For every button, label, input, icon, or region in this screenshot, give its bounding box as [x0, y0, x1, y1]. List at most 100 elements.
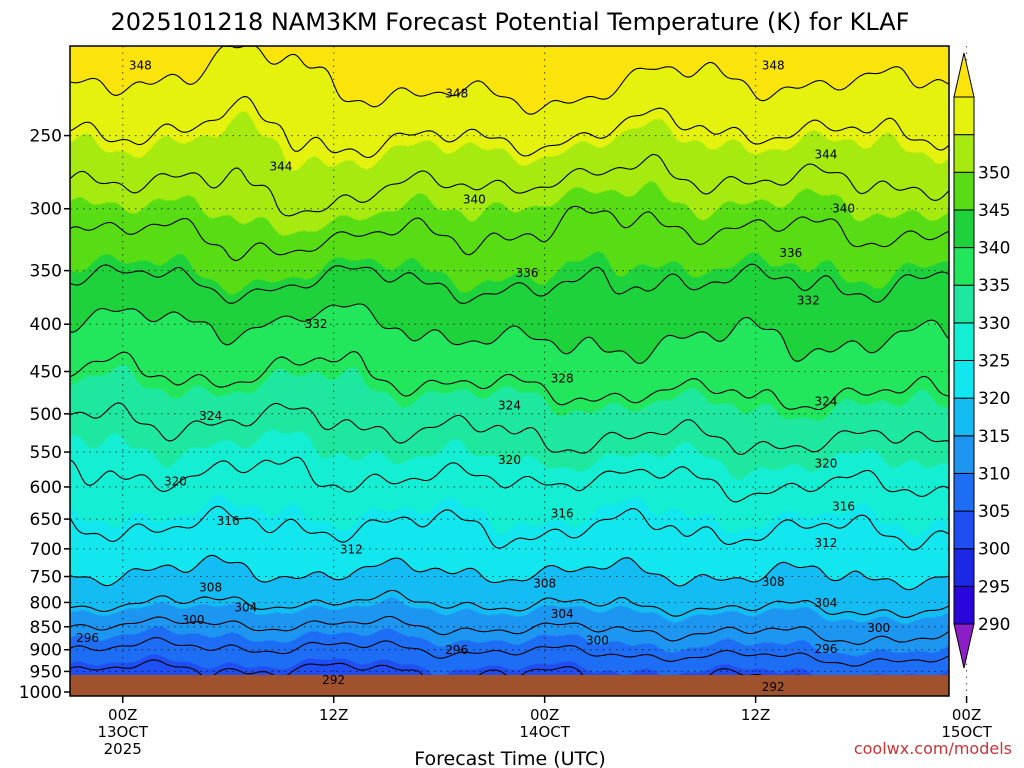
contour-label: 336 — [779, 246, 802, 260]
colorbar-label: 345 — [978, 201, 1010, 221]
x-tick-label: 00Z — [530, 706, 559, 724]
colorbar-label: 350 — [978, 163, 1010, 183]
x-tick-label: 12Z — [319, 706, 348, 724]
colorbar-swatch — [953, 623, 975, 669]
contour-label: 316 — [832, 500, 855, 514]
contour-label: 296 — [814, 642, 837, 656]
x-tick-label: 2025 — [104, 740, 142, 758]
contour-label: 320 — [498, 453, 521, 467]
contour-label: 316 — [551, 506, 574, 520]
contour-label: 344 — [270, 159, 293, 173]
contour-label: 336 — [516, 266, 539, 280]
colorbar-swatch — [953, 472, 975, 512]
colorbar-swatch — [953, 171, 975, 211]
credit-text: coolwx.com/models — [854, 739, 1012, 758]
x-tick-label: 00Z — [108, 706, 137, 724]
contour-label: 304 — [551, 607, 574, 621]
colorbar-swatch — [953, 322, 975, 362]
y-tick-label: 700 — [30, 540, 62, 560]
contour-label: 300 — [586, 634, 609, 648]
contour-label: 324 — [498, 399, 521, 413]
colorbar-label: 305 — [978, 502, 1010, 522]
y-tick-label: 450 — [30, 362, 62, 382]
contour-label: 300 — [182, 613, 205, 627]
contour-label: 348 — [129, 59, 152, 73]
colorbar-swatch — [953, 96, 975, 136]
contour-label: 304 — [814, 596, 837, 610]
contour-label: 348 — [762, 59, 785, 73]
y-tick-label: 600 — [30, 478, 62, 498]
contour-label: 324 — [814, 395, 837, 409]
y-tick-label: 350 — [30, 262, 62, 282]
y-tick-label: 850 — [30, 618, 62, 638]
contour-label: 344 — [814, 147, 837, 161]
y-tick-label: 250 — [30, 127, 62, 147]
y-tick-label: 550 — [30, 443, 62, 463]
contour-label: 332 — [305, 317, 328, 331]
colorbar-swatch — [953, 510, 975, 550]
contour-label: 328 — [551, 372, 574, 386]
contour-label: 312 — [340, 542, 363, 556]
colorbar-swatch — [953, 397, 975, 437]
y-tick-label: 900 — [30, 641, 62, 661]
colorbar-label: 295 — [978, 577, 1010, 597]
contour-label: 324 — [199, 409, 222, 423]
y-tick-label: 950 — [30, 662, 62, 682]
contour-labels: 348 348 348 344 344 340 340 336 336 332 332 328 324 3… — [76, 59, 890, 694]
x-tick-label: 13OCT — [97, 723, 148, 741]
x-axis-label: Forecast Time (UTC) — [414, 748, 605, 768]
chart-title: 2025101218 NAM3KM Forecast Potential Tem… — [111, 8, 910, 36]
colorbar-swatch — [953, 360, 975, 399]
y-tick-label: 400 — [30, 315, 62, 335]
y-tick-label: 750 — [30, 568, 62, 588]
colorbar-label: 320 — [978, 389, 1010, 409]
y-tick-label: 650 — [30, 510, 62, 530]
contour-label: 320 — [164, 475, 187, 489]
contour-label: 296 — [76, 631, 99, 645]
y-tick-label: 800 — [30, 593, 62, 613]
ground-surface — [70, 675, 949, 696]
colorbar-swatch — [953, 52, 975, 98]
colorbar-label: 335 — [978, 276, 1010, 296]
contour-label: 300 — [867, 621, 890, 635]
contour-label: 308 — [762, 575, 785, 589]
colorbar-swatch — [953, 585, 975, 625]
y-tick-label: 300 — [30, 200, 62, 220]
colorbar-label: 330 — [978, 314, 1010, 334]
colorbar: 290 295 300 305 310 315 320 325 330 335 340 345 350 — [953, 52, 1010, 669]
colorbar-swatch — [953, 209, 975, 249]
contour-label: 296 — [445, 643, 468, 657]
colorbar-label: 310 — [978, 464, 1010, 484]
contour-label: 292 — [322, 673, 345, 687]
colorbar-label: 325 — [978, 352, 1010, 372]
colorbar-label: 290 — [978, 615, 1010, 635]
contour-label: 312 — [814, 536, 837, 550]
contour-label: 332 — [797, 293, 820, 307]
x-tick-label: 14OCT — [519, 723, 570, 741]
contour-label: 340 — [463, 192, 486, 206]
y-axis: 250 300 350 400 450 500 550 600 650 700 750 800 850 9… — [19, 127, 70, 703]
colorbar-swatch — [953, 284, 975, 324]
contour-label: 304 — [234, 600, 257, 614]
y-tick-label: 1000 — [19, 683, 62, 703]
contour-label: 308 — [533, 576, 556, 590]
x-tick-label: 15OCT — [941, 723, 992, 741]
colorbar-label: 300 — [978, 540, 1010, 560]
x-tick-label: 12Z — [741, 706, 770, 724]
y-tick-label: 500 — [30, 405, 62, 425]
contour-label: 292 — [762, 680, 785, 694]
contour-label: 320 — [814, 457, 837, 471]
contour-label: 348 — [445, 86, 468, 100]
colorbar-swatch — [953, 247, 975, 286]
contour-label: 316 — [217, 514, 240, 528]
colorbar-swatch — [953, 548, 975, 587]
colorbar-label: 340 — [978, 239, 1010, 259]
x-tick-label: 00Z — [952, 706, 981, 724]
contour-label: 340 — [832, 202, 855, 216]
contour-label: 308 — [199, 581, 222, 595]
colorbar-swatch — [953, 134, 975, 173]
colorbar-label: 315 — [978, 427, 1010, 447]
colorbar-swatch — [953, 435, 975, 474]
